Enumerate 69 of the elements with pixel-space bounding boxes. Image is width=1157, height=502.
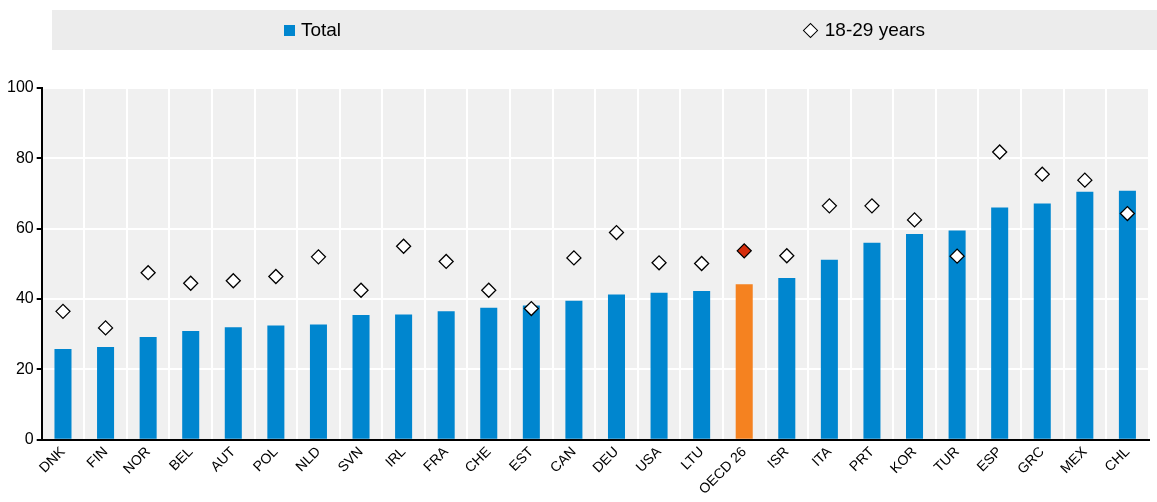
- y-tick-label: 20: [15, 359, 34, 377]
- bar: [480, 307, 498, 439]
- point: [1119, 205, 1136, 222]
- point: [310, 249, 327, 265]
- bar: [1118, 190, 1136, 439]
- point: [949, 248, 965, 264]
- bar: [863, 242, 881, 439]
- legend-label: 18-29 years: [824, 19, 926, 41]
- bar: [693, 290, 711, 439]
- bar: [778, 277, 796, 439]
- point: [821, 198, 838, 214]
- bar: [522, 305, 540, 439]
- x-tick-label: ISR: [763, 443, 792, 472]
- point: [395, 238, 412, 254]
- x-tick-label: POL: [249, 443, 281, 475]
- bar: [309, 324, 327, 439]
- x-tick-label: USA: [632, 442, 665, 475]
- point: [55, 303, 71, 320]
- point: [140, 265, 156, 281]
- bar: [1076, 191, 1094, 439]
- point: [523, 300, 539, 317]
- bar: [948, 230, 966, 439]
- x-tick-label: FIN: [83, 443, 111, 471]
- point: [693, 255, 710, 272]
- point: [481, 282, 497, 298]
- point: [438, 253, 454, 270]
- point: [225, 273, 241, 289]
- point: [864, 198, 880, 214]
- point: [736, 243, 752, 259]
- bar: [650, 292, 668, 439]
- point: [566, 250, 582, 266]
- y-tick-label: 60: [15, 219, 34, 237]
- bar: [54, 349, 72, 439]
- point: [906, 212, 923, 228]
- x-tick-label: TUR: [930, 443, 962, 475]
- bar: [607, 294, 625, 439]
- point: [183, 275, 199, 291]
- bar: [991, 207, 1009, 439]
- point: [353, 282, 369, 298]
- x-tick-label: ITA: [808, 442, 835, 470]
- bar: [820, 259, 838, 439]
- x-tick-label: BEL: [165, 443, 196, 474]
- bar: [1033, 203, 1051, 439]
- y-tick-label: 80: [15, 148, 34, 166]
- bar: [437, 311, 455, 439]
- bar: [182, 331, 200, 439]
- point: [1034, 166, 1050, 182]
- x-tick-label: IRL: [381, 443, 409, 470]
- y-tick-label: 100: [6, 78, 34, 96]
- point: [1077, 172, 1093, 188]
- bar: [906, 233, 924, 439]
- point: [651, 255, 667, 271]
- y-tick-label: 0: [24, 430, 34, 448]
- bar: [267, 325, 285, 439]
- point: [779, 248, 795, 264]
- legend-label: Total: [300, 19, 342, 41]
- bar: [97, 346, 115, 439]
- point: [992, 144, 1008, 160]
- bar: [735, 284, 753, 439]
- point: [268, 268, 284, 285]
- point: [97, 320, 114, 336]
- bar: [352, 314, 370, 439]
- bar: [565, 300, 583, 439]
- bar: [395, 314, 413, 439]
- point: [608, 224, 625, 241]
- bar: [139, 337, 157, 439]
- bar: [224, 327, 242, 439]
- y-tick-label: 40: [15, 289, 34, 307]
- x-tick-label: CHL: [1101, 443, 1133, 475]
